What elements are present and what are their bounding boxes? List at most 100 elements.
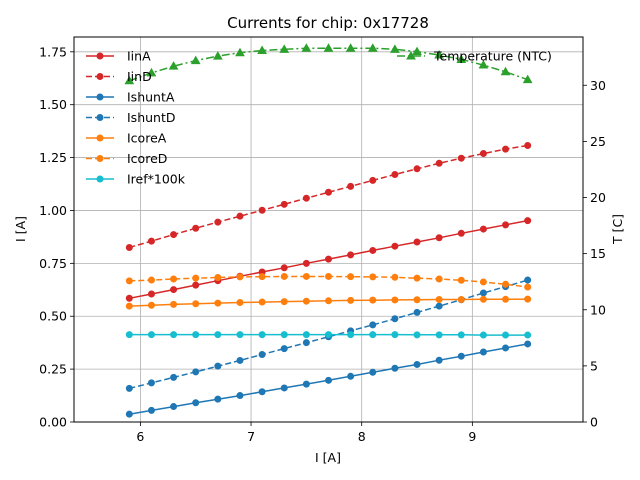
data-point-iref-100k — [347, 331, 355, 339]
data-point-ishunta — [192, 399, 200, 407]
data-point-temperature-ntc — [235, 47, 245, 57]
data-point-ishunta — [369, 368, 377, 376]
data-point-iina — [125, 294, 133, 302]
y-tick-label: 1.25 — [39, 150, 67, 165]
series-iina — [125, 217, 532, 302]
data-point-iina — [170, 286, 178, 294]
data-point-icorea — [457, 296, 465, 304]
data-point-ishunta — [125, 410, 133, 418]
data-point-iref-100k — [413, 331, 421, 339]
data-point-ishuntd — [192, 368, 200, 376]
legend-marker — [96, 134, 104, 142]
legend-item-iina: IinA — [86, 49, 151, 64]
data-point-icored — [457, 276, 465, 284]
data-point-iind — [347, 182, 355, 190]
data-point-iref-100k — [192, 331, 200, 339]
data-point-iind — [325, 188, 332, 196]
data-point-icored — [369, 273, 377, 281]
data-point-ishunta — [391, 364, 399, 372]
x-tick-label: 7 — [247, 429, 255, 444]
data-point-ishuntd — [435, 302, 443, 310]
data-point-iind — [125, 243, 133, 251]
data-point-iref-100k — [435, 331, 443, 339]
data-point-iref-100k — [457, 331, 465, 339]
data-point-ishunta — [214, 395, 222, 403]
legend-item-temperature: Temperature (NTC) — [397, 49, 552, 64]
series-iref-100k — [125, 331, 532, 339]
data-point-icored — [280, 272, 288, 280]
data-point-icored — [479, 278, 487, 286]
data-point-iina — [391, 242, 399, 250]
legend-label: IinA — [127, 49, 151, 64]
legend-label: IshuntA — [127, 90, 175, 105]
y-tick-label: 1.50 — [39, 97, 67, 112]
data-point-ishunta — [170, 403, 178, 411]
data-point-ishuntd — [302, 339, 310, 347]
data-point-iref-100k — [325, 331, 332, 339]
data-point-temperature-ntc — [279, 44, 290, 53]
data-point-iina — [524, 217, 532, 225]
data-point-icored — [214, 274, 222, 282]
data-point-temperature-ntc — [124, 75, 135, 85]
data-point-temperature-ntc — [367, 43, 378, 52]
legend-item-ishunta: IshuntA — [86, 90, 175, 105]
data-point-ishuntd — [413, 308, 421, 316]
data-point-icored — [170, 275, 178, 283]
data-point-temperature-ntc — [301, 43, 312, 52]
data-point-iind — [147, 237, 155, 245]
data-point-temperature-ntc — [345, 43, 356, 52]
data-point-temperature-ntc — [146, 67, 157, 77]
data-point-icored — [347, 273, 355, 281]
data-point-icorea — [258, 298, 266, 306]
legend-marker — [96, 73, 104, 80]
legend-item-icorea: IcoreA — [86, 131, 167, 146]
y-tick-label: 0.75 — [39, 256, 67, 271]
data-point-iina — [302, 259, 310, 267]
data-point-ishuntd — [258, 351, 266, 359]
chart-title: Currents for chip: 0x17728 — [227, 14, 429, 32]
data-point-temperature-ntc — [478, 60, 489, 69]
data-point-iref-100k — [280, 331, 288, 339]
data-point-iref-100k — [236, 331, 244, 339]
legend-item-iref-100k: Iref*100k — [86, 172, 186, 187]
data-point-iref-100k — [170, 331, 178, 339]
data-point-iref-100k — [524, 331, 532, 339]
data-point-iref-100k — [125, 331, 133, 339]
data-point-icorea — [502, 295, 510, 303]
plot-frame — [73, 36, 584, 423]
legend-label: IcoreA — [127, 131, 167, 146]
data-point-ishunta — [147, 406, 155, 414]
data-point-iind — [236, 212, 244, 220]
legend-item-iind: IinD — [86, 69, 152, 84]
data-point-iina — [435, 234, 443, 242]
data-point-iind — [479, 150, 487, 158]
data-point-ishuntd — [479, 289, 487, 297]
data-point-iref-100k — [369, 331, 377, 339]
data-point-icored — [435, 275, 443, 283]
data-point-temperature-ntc — [412, 46, 422, 56]
data-point-iina — [479, 225, 487, 233]
axes: 6 7 8 9 0.00 0.25 0.50 0.75 1.00 1.25 1.50 1.75 0 5 10… — [39, 44, 606, 444]
y2-tick-label: 10 — [590, 302, 606, 317]
data-point-temperature-ntc — [323, 43, 334, 52]
data-point-ishunta — [347, 372, 355, 380]
data-point-temperature-ntc — [212, 51, 223, 60]
data-point-icorea — [236, 298, 244, 306]
data-point-ishuntd — [524, 276, 532, 284]
data-point-iina — [369, 246, 377, 254]
data-point-iind — [524, 142, 532, 150]
y-tick-label: 1.00 — [39, 203, 67, 218]
y2-tick-label: 0 — [590, 415, 598, 430]
y-axis-title: I [A] — [13, 216, 28, 242]
data-point-icored — [524, 283, 532, 291]
legend-label: Iref*100k — [127, 172, 186, 187]
data-point-iref-100k — [502, 331, 510, 339]
data-point-ishunta — [457, 352, 465, 360]
data-point-ishuntd — [170, 373, 178, 381]
data-point-icorea — [435, 296, 443, 304]
data-point-icored — [125, 277, 133, 285]
y-tick-label: 0.25 — [39, 362, 67, 377]
y2-tick-label: 15 — [590, 246, 606, 261]
data-point-iind — [192, 224, 200, 232]
